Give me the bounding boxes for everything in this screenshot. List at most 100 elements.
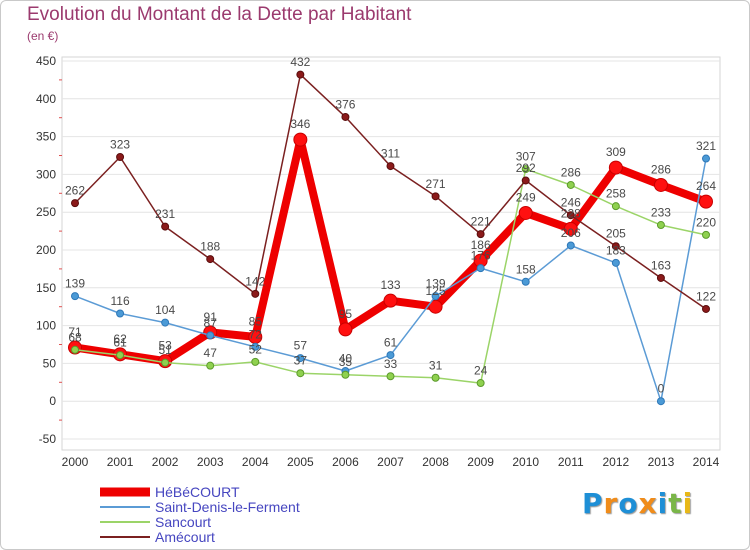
point-sancourt-2012	[611, 202, 620, 211]
data-label: 264	[696, 179, 716, 193]
data-label: 231	[155, 207, 175, 221]
data-label: 139	[426, 277, 446, 291]
data-label: 61	[384, 336, 398, 350]
data-label: 133	[380, 278, 400, 292]
legend-item-sancourt: Sancourt	[100, 514, 211, 530]
data-label: 61	[113, 336, 127, 350]
chart-subtitle: (en €)	[27, 29, 59, 43]
y-tick-label: 450	[36, 54, 56, 68]
y-tick-label: 300	[36, 167, 56, 181]
point-sancourt-2001	[116, 351, 125, 360]
point-saint-denis-le-ferment-2007	[386, 351, 395, 360]
point-sancourt-2008	[431, 373, 440, 382]
data-label: 292	[516, 161, 536, 175]
data-label: 0	[658, 382, 665, 396]
legend-item-hebecourt: HéBéCOURT	[100, 484, 240, 500]
data-label: 104	[155, 303, 175, 317]
point-saint-denis-le-ferment-2014	[702, 154, 710, 163]
point-sancourt-2002	[161, 358, 170, 367]
point-hebecourt-2008	[428, 299, 443, 314]
x-tick-label: 2011	[558, 455, 584, 469]
x-tick-label: 2013	[648, 455, 675, 469]
data-label: 40	[339, 351, 353, 365]
data-label: 35	[339, 355, 353, 369]
data-label: 221	[471, 215, 491, 229]
data-label: 71	[68, 325, 82, 339]
x-tick-label: 2008	[422, 455, 449, 469]
point-amecourt-2014	[702, 304, 710, 313]
point-amecourt-2007	[386, 162, 395, 171]
point-hebecourt-2012	[608, 160, 623, 175]
data-label: 271	[426, 177, 446, 191]
x-tick-label: 2006	[332, 455, 359, 469]
point-sancourt-2013	[656, 221, 665, 230]
y-tick-label: 400	[36, 92, 56, 106]
data-label: 51	[158, 343, 172, 357]
point-amecourt-2006	[341, 112, 350, 121]
point-amecourt-2013	[656, 273, 665, 282]
x-tick-label: 2009	[467, 455, 494, 469]
y-tick-label: 0	[49, 394, 56, 408]
data-label: 376	[335, 97, 355, 111]
point-sancourt-2000	[71, 345, 79, 354]
point-saint-denis-le-ferment-2010	[521, 277, 530, 286]
legend-label: HéBéCOURT	[155, 484, 240, 500]
data-label: 206	[561, 226, 581, 240]
data-label: 163	[651, 258, 671, 272]
point-amecourt-2002	[161, 222, 170, 231]
data-label: 220	[696, 215, 716, 229]
y-tick-label: 50	[43, 356, 57, 370]
point-amecourt-2012	[611, 242, 620, 251]
point-amecourt-2005	[296, 70, 305, 79]
legend: HéBéCOURTSaint-Denis-le-FermentSancourtA…	[100, 484, 300, 545]
point-saint-denis-le-ferment-2008	[431, 292, 440, 301]
x-tick-label: 2003	[197, 455, 224, 469]
legend-label: Sancourt	[155, 514, 211, 530]
chart-title: Evolution du Montant de la Dette par Hab…	[27, 4, 412, 25]
point-saint-denis-le-ferment-2004	[251, 342, 260, 351]
data-label: 228	[561, 206, 581, 220]
data-label: 321	[696, 139, 716, 153]
logo-letter: r	[603, 487, 619, 520]
data-label: 53	[158, 339, 172, 353]
point-sancourt-2009	[476, 379, 485, 388]
data-label: 323	[110, 138, 130, 152]
point-amecourt-2010	[521, 176, 530, 185]
data-label: 249	[516, 190, 536, 204]
point-hebecourt-2005	[293, 132, 308, 147]
data-label: 186	[471, 238, 491, 252]
x-tick-label: 2012	[603, 455, 630, 469]
data-label: 188	[200, 240, 220, 254]
point-hebecourt-2014	[699, 194, 713, 209]
data-label: 116	[111, 294, 130, 308]
logo-letter: P	[582, 487, 604, 520]
legend-label: Amécourt	[155, 529, 215, 545]
data-label: 91	[204, 310, 218, 324]
data-label: 122	[696, 289, 716, 303]
point-sancourt-2014	[702, 230, 710, 239]
point-amecourt-2008	[431, 192, 440, 201]
point-amecourt-2001	[116, 153, 125, 162]
legend-item-saint-denis-le-ferment: Saint-Denis-le-Ferment	[100, 499, 300, 515]
data-labels: 71 62 53 91 85 346 95 133 125 186 249 228 309 286 264 1…	[65, 55, 716, 396]
data-label: 176	[471, 249, 491, 263]
y-tick-label: 100	[36, 319, 56, 333]
point-sancourt-2003	[206, 361, 215, 370]
point-amecourt-2011	[566, 211, 575, 220]
point-sancourt-2006	[341, 370, 350, 379]
logo-letter: i	[682, 487, 694, 520]
data-label: 311	[381, 147, 400, 161]
point-saint-denis-le-ferment-2005	[296, 354, 305, 363]
data-label: 158	[516, 262, 536, 276]
point-amecourt-2000	[71, 199, 79, 208]
y-tick-label: 250	[36, 205, 56, 219]
data-label: 262	[65, 184, 85, 198]
data-label: 286	[651, 162, 671, 176]
legend-label: Saint-Denis-le-Ferment	[155, 499, 300, 515]
point-sancourt-2004	[251, 357, 260, 366]
data-label: 72	[249, 327, 263, 341]
data-label: 139	[65, 277, 85, 291]
data-label: 307	[516, 150, 536, 164]
